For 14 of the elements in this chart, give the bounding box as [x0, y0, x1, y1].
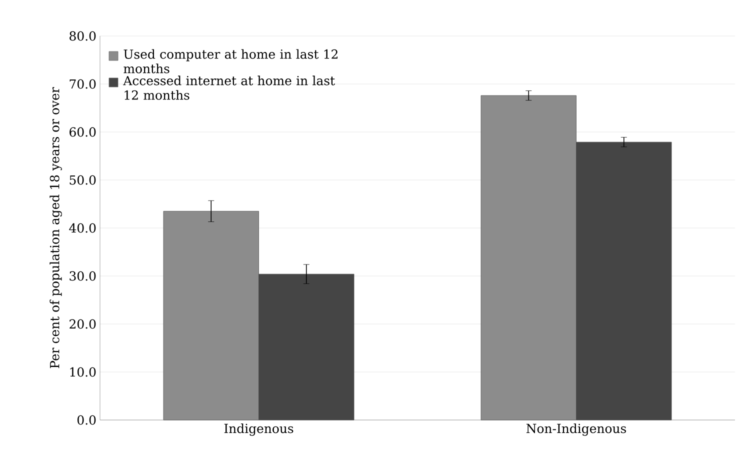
y-tick-label: 70.0: [70, 79, 96, 89]
y-tick-label: 10.0: [70, 367, 96, 377]
legend-label: Accessed internet at home in last 12 months: [123, 76, 335, 100]
y-tick-label: 0.0: [78, 415, 96, 425]
y-tick-label: 40.0: [69, 223, 96, 233]
x-tick-label: Indigenous: [224, 424, 294, 436]
y-tick-label: 60.0: [70, 127, 96, 137]
y-tick-label: 20.0: [70, 319, 96, 329]
x-tick-label: Non-Indigenous: [526, 424, 626, 436]
y-tick-label: 30.0: [70, 271, 96, 281]
y-tick-label: 80.0: [70, 31, 96, 41]
legend-label: Used computer at home in last 12 months: [124, 49, 338, 74]
y-tick-label: 50.0: [70, 175, 96, 185]
y-axis-title: Per cent of population aged 18 years or over: [50, 87, 62, 368]
